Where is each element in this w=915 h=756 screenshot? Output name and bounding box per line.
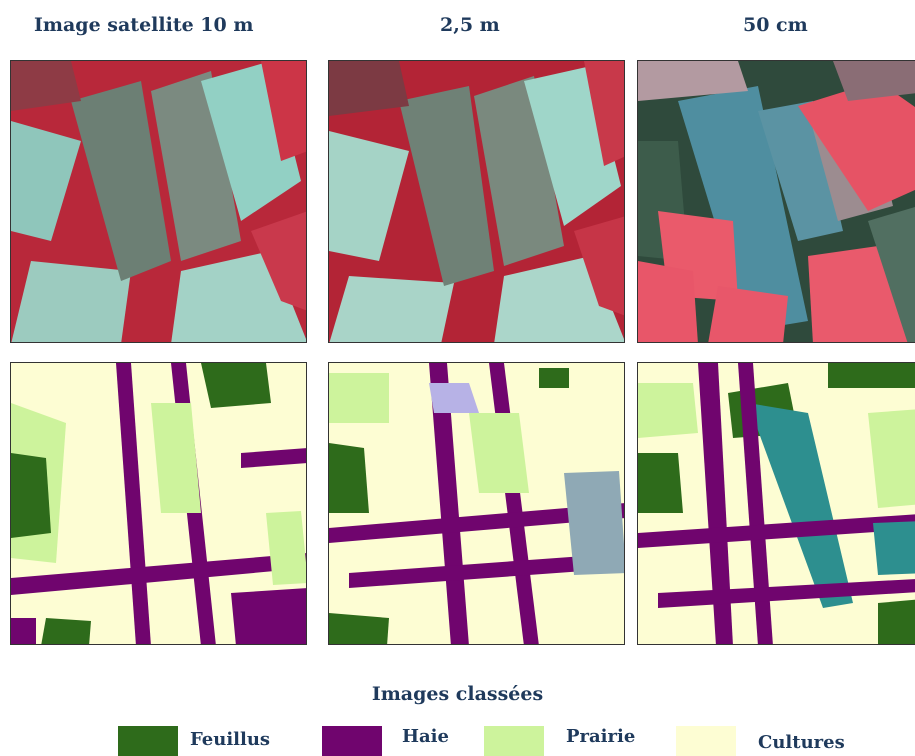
classified-image-10m <box>10 362 307 645</box>
legend-swatch-cultures <box>676 726 736 756</box>
legend-swatch-feuillus <box>118 726 178 756</box>
satellite-image-50cm <box>637 60 915 343</box>
legend-label-haie: Haie <box>402 726 449 747</box>
legend-swatch-prairie <box>484 726 544 756</box>
satellite-image-10m <box>10 60 307 343</box>
column-title-2-5m: 2,5 m <box>440 14 500 36</box>
classified-image-50cm <box>637 362 915 645</box>
column-title-50cm: 50 cm <box>743 14 808 36</box>
legend-label-cultures: Cultures <box>758 732 845 753</box>
legend-label-prairie: Prairie <box>566 726 636 747</box>
legend-label-feuillus: Feuillus <box>190 729 271 750</box>
satellite-image-2-5m <box>328 60 625 343</box>
legend-swatch-haie <box>322 726 382 756</box>
classified-image-2-5m <box>328 362 625 645</box>
classified-images-title: Images classées <box>371 683 544 705</box>
column-title-10m: Image satellite 10 m <box>34 14 254 36</box>
